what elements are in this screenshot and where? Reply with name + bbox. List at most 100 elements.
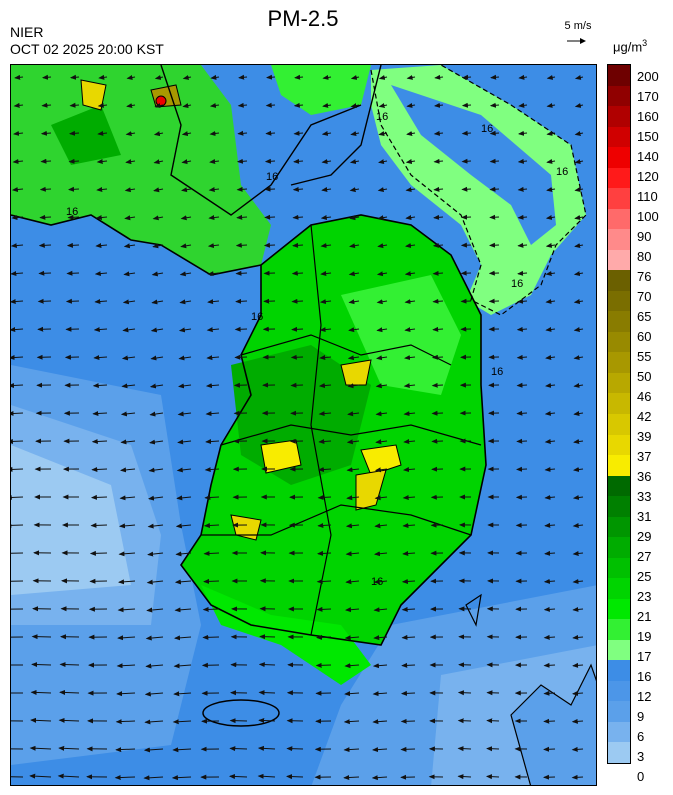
wind-vector — [205, 383, 220, 389]
colorbar-segment — [608, 352, 630, 374]
wind-vector — [152, 243, 164, 249]
wind-vector — [203, 578, 220, 584]
wind-vector — [350, 131, 360, 137]
wind-vector — [11, 327, 24, 333]
wind-vector — [346, 467, 360, 473]
wind-vector — [258, 690, 276, 696]
wind-vector — [545, 214, 556, 220]
wind-vector — [346, 495, 360, 501]
colorbar-segment — [608, 496, 630, 518]
wind-vector — [545, 355, 556, 360]
colorbar-segment — [608, 414, 630, 436]
wind-vector — [69, 102, 80, 108]
wind-vector — [402, 523, 416, 529]
wind-vector — [293, 102, 304, 108]
wind-vector — [517, 186, 528, 192]
wind-vector — [11, 355, 24, 360]
colorbar-label: 110 — [637, 188, 658, 204]
colorbar-label: 0 — [637, 768, 645, 784]
wind-vector — [461, 186, 472, 192]
wind-vector — [67, 214, 80, 220]
wind-vector — [90, 494, 108, 500]
wind-vector — [203, 550, 220, 556]
organization-label: NIER — [10, 24, 44, 40]
wind-vector — [318, 383, 332, 389]
wind-vector — [489, 214, 500, 220]
wind-vector — [321, 159, 332, 164]
wind-vector — [122, 299, 136, 305]
wind-vector — [402, 495, 416, 500]
colorbar-segment — [608, 557, 630, 579]
wind-vector — [518, 74, 528, 80]
contour-label-4: 16 — [376, 111, 388, 123]
wind-vector — [572, 634, 584, 640]
wind-vector — [235, 298, 248, 304]
wind-vector — [182, 103, 192, 108]
wind-vector — [574, 159, 584, 164]
wind-vector — [345, 607, 360, 613]
wind-vector — [517, 242, 528, 248]
wind-vector — [377, 243, 388, 249]
wind-vector — [317, 494, 332, 500]
wind-vector — [37, 298, 52, 304]
wind-vector — [403, 383, 416, 389]
wind-vector — [401, 634, 416, 640]
map-title: PM-2.5 — [267, 6, 339, 31]
wind-vector — [292, 186, 304, 192]
wind-vector — [117, 607, 136, 613]
wind-vector — [11, 383, 24, 389]
wind-vector — [461, 102, 472, 108]
wind-vector — [153, 187, 164, 193]
wind-vector — [13, 102, 24, 108]
wind-vector — [122, 327, 136, 333]
wind-vector — [462, 74, 472, 80]
colorbar-segment — [608, 249, 630, 271]
wind-vector — [177, 439, 192, 445]
wind-vector — [344, 691, 360, 697]
wind-vector — [91, 438, 108, 444]
wind-vector — [121, 383, 136, 389]
wind-vector — [375, 383, 388, 389]
wind-vector — [316, 578, 332, 584]
contour-label-6: 16 — [66, 206, 78, 218]
wind-vector — [291, 298, 304, 304]
colorbar-label: 50 — [637, 368, 652, 384]
arrow-right-icon — [567, 38, 586, 44]
wind-vector — [228, 774, 248, 780]
north-coast-east — [290, 65, 382, 186]
wind-vector — [489, 130, 500, 136]
colorbar-label: 9 — [637, 708, 645, 724]
wind-vector — [546, 187, 556, 192]
wind-vector — [125, 131, 136, 137]
wind-vector — [293, 158, 304, 164]
wind-vector — [377, 187, 388, 193]
wind-vector — [461, 130, 472, 136]
wind-vector — [485, 774, 500, 780]
colorbar-label: 90 — [637, 228, 652, 244]
wind-vector — [350, 75, 360, 80]
wind-vector — [123, 271, 136, 277]
wind-vector — [177, 411, 192, 417]
wind-vector — [347, 411, 360, 417]
wind-vector — [544, 438, 556, 444]
wind-vector — [546, 159, 556, 164]
colorbar-label: 65 — [637, 308, 652, 324]
wind-vector — [116, 663, 136, 669]
wind-vector — [144, 719, 164, 725]
wind-vector — [13, 130, 24, 136]
wind-vector — [171, 775, 192, 781]
wind-vector — [292, 214, 304, 220]
wind-vector — [291, 326, 304, 332]
wind-vector — [516, 438, 528, 444]
wind-vector — [203, 523, 220, 529]
wind-vector — [31, 634, 52, 640]
wind-vector — [265, 102, 276, 108]
wind-vector — [345, 551, 360, 557]
colorbar-segment — [608, 372, 630, 394]
wind-vector — [543, 606, 556, 612]
wind-vector — [346, 439, 360, 445]
wind-vector — [546, 102, 556, 108]
wind-vector — [544, 522, 556, 528]
wind-vector — [545, 243, 556, 248]
wind-vector — [434, 74, 444, 80]
